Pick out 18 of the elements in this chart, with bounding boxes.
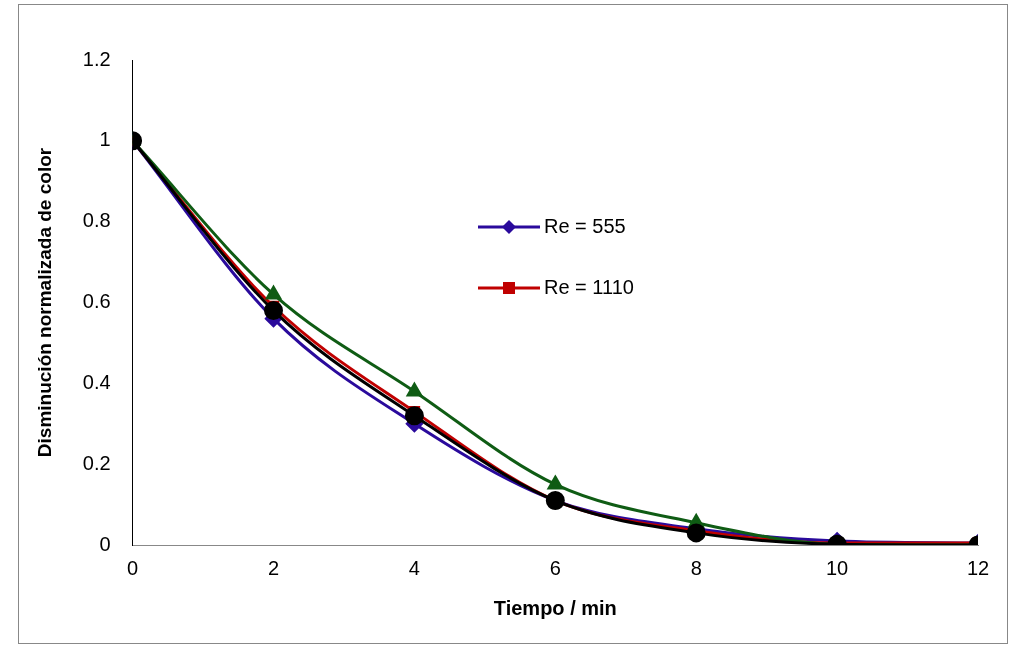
y-tick-label: 1 <box>99 128 111 151</box>
x-axis-title: Tiempo / min <box>493 596 617 619</box>
legend-label: Re = 555 <box>544 215 626 238</box>
x-tick-label: 10 <box>825 556 849 579</box>
y-tick-label: 0.8 <box>82 209 111 232</box>
x-tick-label: 8 <box>690 556 702 579</box>
y-tick-label: 0.4 <box>82 370 111 393</box>
x-tick-label: 0 <box>127 556 139 579</box>
y-tick-label: 0 <box>99 532 111 555</box>
legend-label: Re = 1110 <box>544 276 634 299</box>
x-tick-label: 6 <box>549 556 561 579</box>
y-tick-label: 0.2 <box>82 451 111 474</box>
y-tick-label: 1.2 <box>82 47 111 70</box>
x-tick-label: 4 <box>408 556 420 579</box>
y-axis-title: Disminución normalizada de color <box>33 147 55 458</box>
x-tick-label: 2 <box>267 556 280 579</box>
x-tick-label: 12 <box>966 556 990 579</box>
y-tick-label: 0.6 <box>82 290 111 313</box>
